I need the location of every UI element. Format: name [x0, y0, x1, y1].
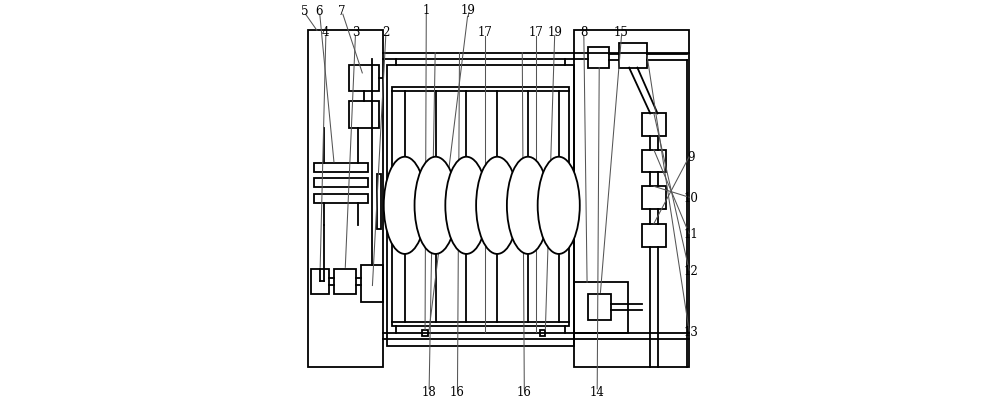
Text: 4: 4: [322, 26, 330, 39]
Text: 6: 6: [315, 5, 323, 18]
Text: 7: 7: [338, 5, 346, 18]
Bar: [314, 194, 368, 202]
Bar: [642, 186, 666, 209]
Bar: [311, 269, 329, 294]
Ellipse shape: [507, 157, 549, 254]
Bar: [308, 30, 383, 367]
Text: 11: 11: [684, 228, 699, 241]
Bar: [392, 87, 569, 326]
Text: 13: 13: [684, 326, 699, 339]
Bar: [349, 65, 379, 91]
Ellipse shape: [384, 157, 426, 254]
Bar: [422, 330, 428, 336]
Bar: [314, 178, 368, 187]
Text: 15: 15: [614, 26, 629, 39]
Text: 19: 19: [547, 26, 562, 39]
Bar: [574, 30, 689, 367]
Bar: [540, 330, 545, 336]
Text: 8: 8: [580, 26, 588, 39]
Ellipse shape: [415, 157, 457, 254]
Text: 10: 10: [684, 192, 699, 205]
Bar: [588, 47, 609, 68]
Ellipse shape: [445, 157, 487, 254]
Bar: [377, 174, 381, 229]
Text: 5: 5: [301, 5, 309, 18]
Text: 14: 14: [590, 386, 605, 399]
Text: 17: 17: [529, 26, 544, 39]
Bar: [619, 43, 647, 68]
Bar: [361, 265, 383, 302]
Bar: [574, 282, 628, 333]
Text: 3: 3: [352, 26, 359, 39]
Text: 9: 9: [687, 151, 695, 164]
Bar: [642, 113, 666, 136]
Text: 18: 18: [422, 386, 436, 399]
Text: 17: 17: [477, 26, 492, 39]
Text: 12: 12: [684, 265, 699, 278]
Text: 19: 19: [460, 4, 475, 17]
Ellipse shape: [476, 157, 518, 254]
Text: 16: 16: [517, 386, 532, 399]
Bar: [314, 163, 368, 172]
Bar: [588, 294, 611, 320]
Bar: [334, 269, 356, 294]
Ellipse shape: [538, 157, 580, 254]
Text: 16: 16: [450, 386, 465, 399]
Bar: [387, 65, 574, 346]
Bar: [349, 101, 379, 128]
Text: 2: 2: [382, 26, 389, 39]
Bar: [642, 150, 666, 172]
Text: 1: 1: [423, 4, 430, 17]
Bar: [642, 224, 666, 247]
